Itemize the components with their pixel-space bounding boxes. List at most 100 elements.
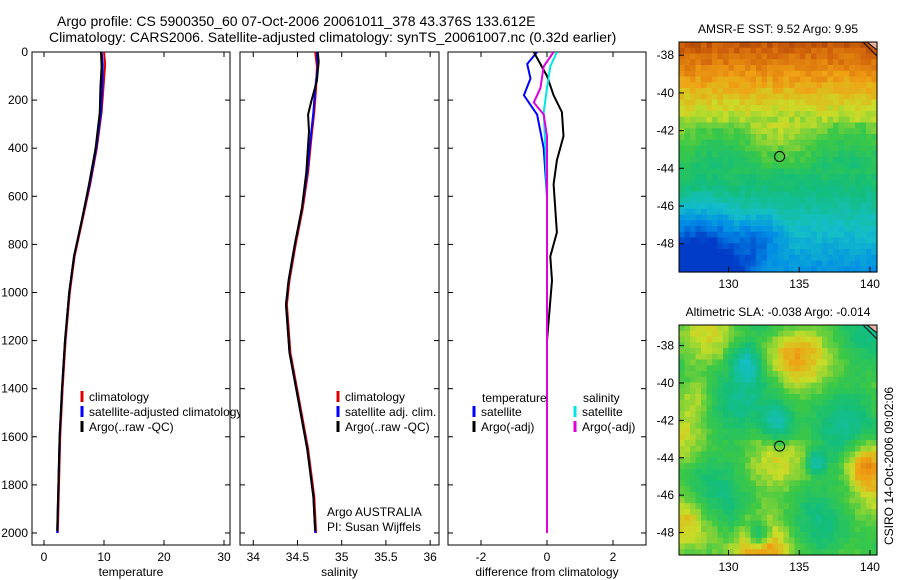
sla_map-cell — [772, 405, 779, 412]
sla_map-cell — [855, 526, 862, 533]
sla_map-cell — [844, 503, 851, 510]
sst_map-cell — [822, 134, 829, 141]
sla_map-cell — [723, 376, 730, 384]
sla_map-cell — [800, 463, 807, 470]
sla_map-cell — [734, 376, 741, 384]
sla_map-cell — [712, 428, 719, 435]
sst_map-cell — [871, 249, 878, 256]
sst_map-cell — [866, 76, 873, 83]
sla_map-cell — [822, 428, 829, 435]
sla_map-cell — [849, 365, 856, 372]
sst_map-cell — [778, 65, 785, 72]
sla_map-cell — [789, 543, 796, 550]
sla_map-cell — [838, 463, 845, 470]
sst_map-cell — [684, 151, 691, 158]
sst_map-cell — [767, 231, 774, 239]
sst_map-cell — [833, 260, 840, 267]
sla_map-cell — [783, 336, 790, 343]
sla_map-cell — [816, 486, 823, 493]
sst_map-cell — [684, 128, 691, 135]
sst_map-cell — [805, 168, 812, 175]
sst_map-cell — [690, 208, 697, 216]
sst_map-cell — [805, 88, 812, 95]
sst_map-cell — [833, 93, 840, 101]
sla_map-cell — [827, 486, 834, 493]
sla_map-cell — [849, 399, 856, 407]
sla_map-cell — [772, 526, 779, 533]
sst_map-cell — [745, 231, 752, 239]
sla_map-cell — [679, 543, 686, 550]
sst_map-cell — [866, 47, 873, 55]
sst_map-cell — [811, 168, 818, 175]
sla_map-cell — [838, 434, 845, 441]
sst_map-cell — [739, 134, 746, 141]
sla_map-cell — [789, 497, 796, 504]
sst_map-cell — [734, 243, 741, 250]
sla_map-cell — [761, 330, 768, 338]
sst_map-cell — [849, 145, 856, 152]
sst_map-cell — [756, 231, 763, 239]
sst_map-cell — [712, 116, 719, 124]
sst_map-cell — [739, 260, 746, 267]
sst_map-cell — [783, 203, 790, 210]
sla_map-cell — [745, 451, 752, 458]
salinity-xtick-label: 36 — [423, 550, 437, 564]
sla_map-cell — [679, 376, 686, 384]
sst_map-cell — [695, 145, 702, 152]
sla_map-cell — [734, 428, 741, 435]
sst_map-cell — [706, 151, 713, 158]
sst_map-cell — [855, 249, 862, 256]
sst_map-cell — [811, 162, 818, 170]
sst_map-cell — [723, 197, 730, 204]
sla_map-cell — [800, 451, 807, 458]
sla_map-cell — [750, 491, 757, 499]
sst_map-cell — [827, 168, 834, 175]
sst_map-cell — [767, 122, 774, 129]
sst_map-cell — [794, 65, 801, 72]
sla_map-cell — [827, 549, 834, 556]
sla_map-cell — [750, 440, 757, 447]
sla_map-cell — [860, 382, 867, 389]
sla_map-cell — [684, 330, 691, 338]
sst_map-cell — [767, 180, 774, 187]
sla_map-cell — [767, 474, 774, 481]
sla_map-cell — [833, 365, 840, 372]
sst_map-cell — [690, 47, 697, 55]
sst_map-cell — [723, 185, 730, 193]
sst_map-cell — [739, 70, 746, 78]
sla_map-cell — [684, 365, 691, 372]
sst_map-cell — [690, 134, 697, 141]
header-line-2: Climatology: CARS2006. Satellite-adjuste… — [49, 29, 617, 45]
sla_map-cell — [811, 526, 818, 533]
sst_map-cell — [717, 111, 724, 118]
sst_map-cell — [811, 191, 818, 198]
sst_map-cell — [750, 59, 757, 66]
sst_map-cell — [811, 220, 818, 227]
sla_map-cell — [833, 371, 840, 378]
sla_map-cell — [855, 520, 862, 527]
sst_map-cell — [767, 128, 774, 135]
sla_map-cell — [717, 434, 724, 441]
sst_map-cell — [750, 122, 757, 129]
sla_map-cell — [838, 399, 845, 407]
sst_map-cell — [756, 59, 763, 66]
sst_map-cell — [805, 122, 812, 129]
sla_map-cell — [816, 532, 823, 539]
sst_map-cell — [844, 168, 851, 175]
sst_map-cell — [756, 111, 763, 118]
sla_map-cell — [701, 537, 708, 545]
sst_map-cell — [794, 99, 801, 106]
sst_map-cell — [816, 116, 823, 124]
sst_map-cell — [717, 185, 724, 193]
sla_map-cell — [866, 509, 873, 516]
sst_map-cell — [684, 243, 691, 250]
sst_map-cell — [805, 231, 812, 239]
sst_map-cell — [712, 139, 719, 147]
sst_map-cell — [739, 105, 746, 112]
sst_map-cell — [871, 185, 878, 193]
sla_map-cell — [849, 411, 856, 418]
sla_map-cell — [701, 480, 708, 487]
sla_map-cell — [783, 422, 790, 430]
sst_map-cell — [866, 162, 873, 170]
